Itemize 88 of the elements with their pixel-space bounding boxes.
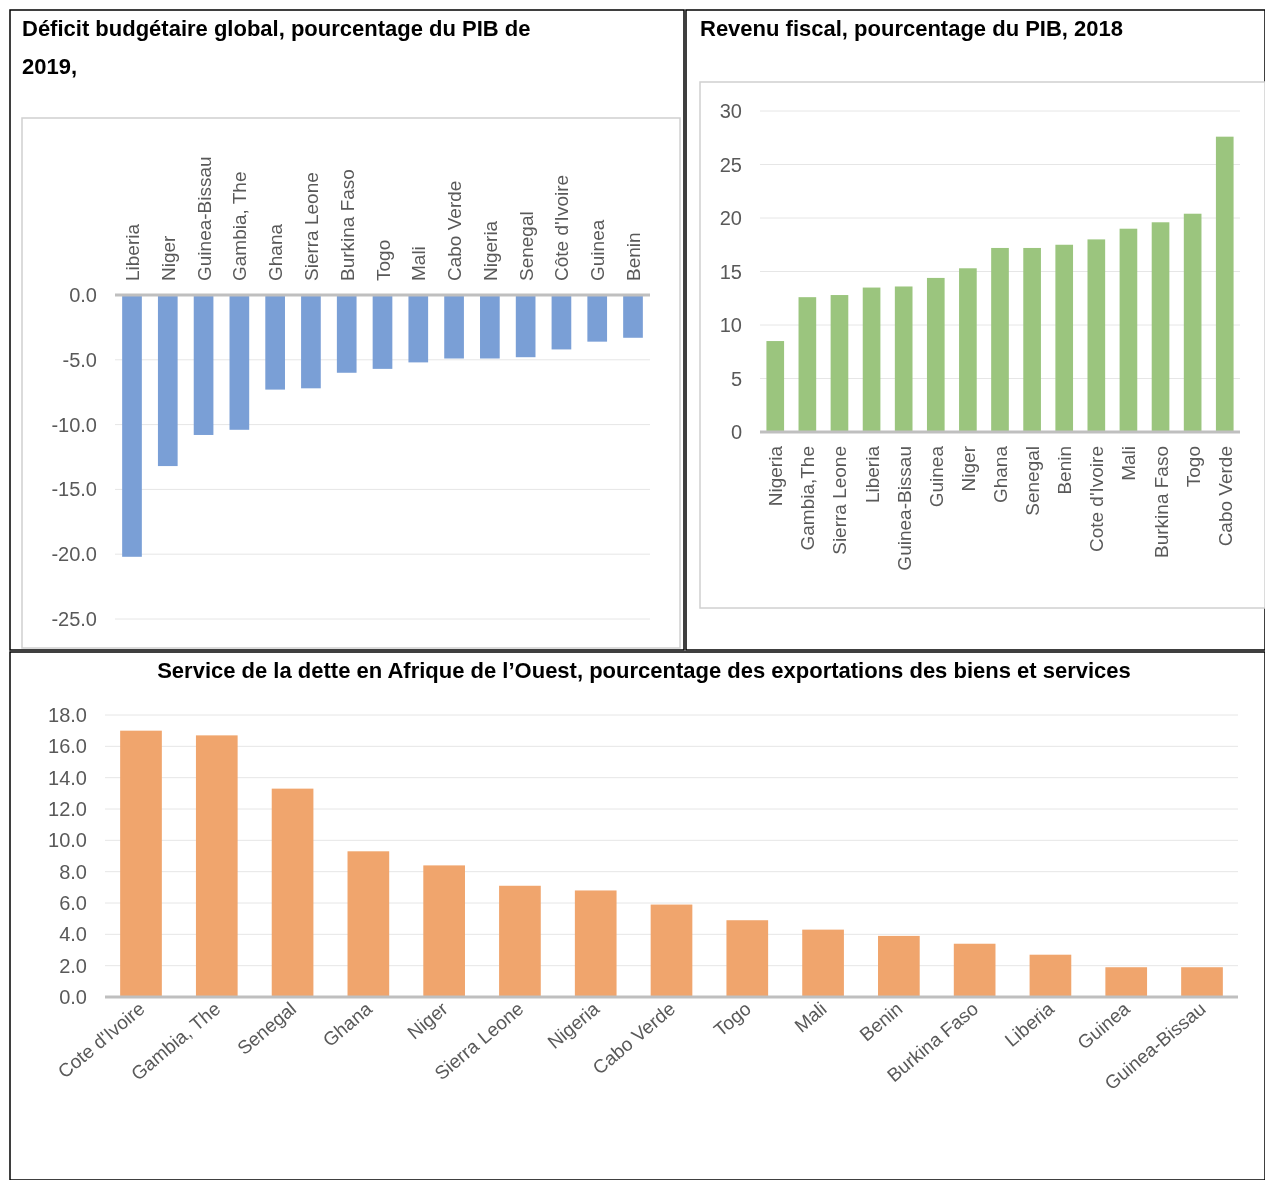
- bar: [802, 929, 844, 997]
- y-tick-label: 20: [719, 207, 742, 229]
- x-tick-label: Benin: [623, 232, 644, 281]
- x-tick-label: Senegal: [1022, 446, 1044, 516]
- x-tick-label: Cote d'Ivoire: [1086, 446, 1108, 553]
- x-tick-label: Mali: [408, 246, 430, 281]
- y-tick-label: 5: [730, 367, 742, 390]
- bar: [1087, 239, 1106, 432]
- bar: [347, 851, 390, 997]
- bar: [766, 341, 785, 432]
- chart-title: Déficit budgétaire global, pourcentage du PIB de 2019,: [22, 16, 531, 79]
- x-tick-label: Mali: [1118, 446, 1140, 481]
- bar: [878, 935, 920, 997]
- bar: [926, 277, 945, 432]
- bar: [894, 286, 913, 432]
- x-tick-label: Burkina Faso: [336, 169, 358, 281]
- x-tick-label: Cabo Verde: [1214, 446, 1236, 547]
- bar: [1029, 954, 1072, 997]
- x-tick-label: Niger: [157, 234, 179, 281]
- y-tick-label: 12.0: [48, 798, 87, 820]
- bar: [991, 247, 1009, 432]
- x-tick-label: Ghana: [990, 445, 1011, 504]
- bar: [830, 295, 849, 432]
- x-tick-label: Nigeria: [479, 220, 501, 281]
- bar: [499, 885, 541, 997]
- x-tick-label: Nigeria: [765, 445, 787, 507]
- x-tick-label: Ghana: [265, 223, 287, 281]
- x-tick-label: Guinea: [587, 219, 609, 281]
- y-tick-label: 10.0: [48, 829, 87, 852]
- bar: [1215, 136, 1234, 432]
- x-tick-label: Benin: [1054, 446, 1076, 495]
- y-tick-label: 2.0: [59, 954, 87, 977]
- bar: [1183, 213, 1202, 432]
- x-tick-label: Senegal: [515, 211, 537, 281]
- y-tick-label: 0.0: [59, 986, 87, 1008]
- x-tick-label: Gambia, The: [229, 171, 251, 281]
- bar: [195, 735, 238, 997]
- y-tick-label: -25.0: [51, 608, 97, 630]
- x-tick-label: Sierra Leone: [300, 172, 322, 281]
- y-tick-label: 0.0: [69, 284, 97, 306]
- y-tick-label: 15: [719, 260, 742, 283]
- bar: [959, 268, 977, 432]
- y-tick-label: 18.0: [48, 704, 87, 726]
- y-tick-label: 25: [719, 153, 742, 176]
- bar: [862, 287, 881, 432]
- y-tick-label: 10: [719, 314, 742, 336]
- bar: [1055, 244, 1074, 432]
- y-tick-label: 14.0: [48, 766, 87, 789]
- x-tick-label: Mali: [790, 997, 831, 1037]
- x-tick-label: Cabo Verde: [444, 180, 466, 281]
- bar: [1105, 967, 1148, 997]
- x-tick-label: Burkina Faso: [1150, 446, 1172, 558]
- bar: [574, 890, 617, 997]
- bar: [271, 788, 314, 997]
- x-tick-label: Liberia: [861, 445, 883, 504]
- x-tick-label: Togo: [372, 239, 394, 281]
- bar: [1151, 222, 1170, 432]
- x-tick-label: Côte d'Ivoire: [551, 174, 573, 281]
- y-tick-label: 0: [730, 421, 742, 443]
- y-tick-label: 8.0: [59, 860, 87, 883]
- y-tick-label: 16.0: [48, 735, 87, 758]
- bar: [1119, 228, 1138, 432]
- x-tick-label: Guinea-Bissau: [193, 156, 215, 281]
- bar: [650, 904, 693, 997]
- y-tick-label: -15.0: [51, 478, 97, 501]
- bar: [953, 943, 996, 997]
- bar: [1181, 967, 1223, 997]
- y-tick-label: -5.0: [62, 348, 97, 371]
- bar: [798, 297, 817, 432]
- y-tick-label: 4.0: [59, 923, 87, 946]
- bar: [726, 920, 769, 997]
- x-tick-label: Guinea: [925, 445, 947, 508]
- bar: [423, 865, 465, 997]
- bar: [120, 730, 162, 997]
- y-tick-label: 6.0: [59, 892, 87, 914]
- x-tick-label: Liberia: [122, 223, 143, 281]
- x-tick-label: Gambia,The: [797, 446, 819, 551]
- y-tick-label: -10.0: [51, 413, 97, 436]
- x-tick-label: Togo: [1182, 446, 1204, 488]
- chart-title: Service de la dette en Afrique de l’Ouest, pourcentage des exportations des biens et services: [157, 658, 1131, 683]
- x-tick-label: Niger: [957, 445, 979, 492]
- y-tick-label: -20.0: [51, 543, 97, 566]
- x-tick-label: Togo: [709, 997, 755, 1041]
- x-tick-label: Sierra Leone: [829, 446, 851, 555]
- x-tick-label: Guinea-Bissau: [893, 446, 915, 571]
- y-tick-label: 30: [719, 100, 742, 122]
- bar: [1023, 247, 1041, 432]
- chart-title: Revenu fiscal, pourcentage du PIB, 2018: [700, 16, 1124, 41]
